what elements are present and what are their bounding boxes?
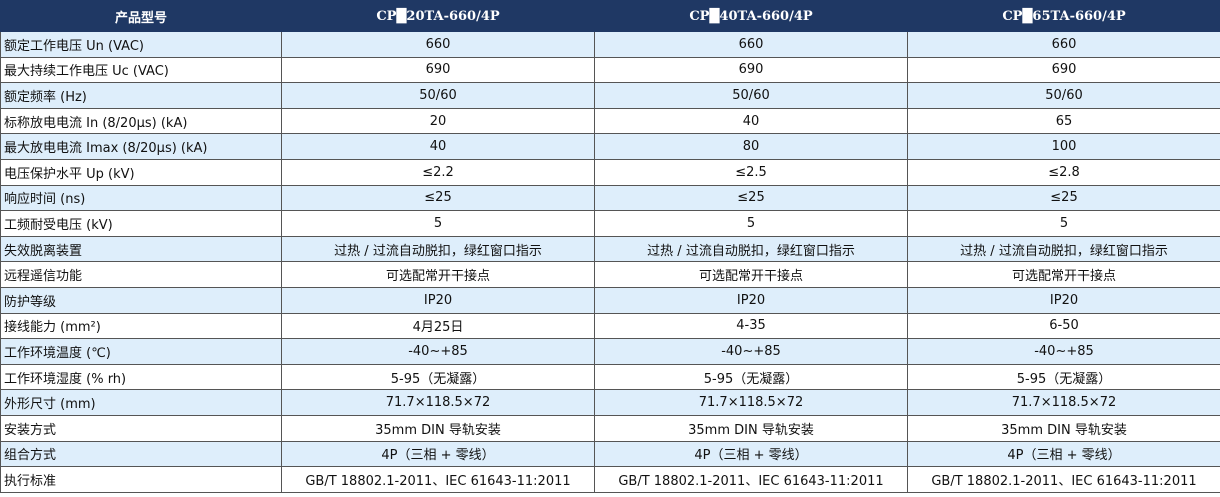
row-value: 6-50 [907, 312, 1220, 340]
row-value: 50/60 [281, 82, 595, 109]
row-value: 50/60 [594, 82, 908, 109]
row-value: 可选配常开干接点 [281, 261, 595, 288]
row-value: 50/60 [907, 82, 1220, 109]
table-row: 额定工作电压 Un (VAC) 660 660 660 [0, 31, 1220, 58]
row-value: 4P（三相 + 零线） [281, 440, 595, 468]
row-label: 失效脱离装置 [0, 235, 282, 263]
row-value: GB/T 18802.1-2011、IEC 61643-11:2011 [907, 466, 1220, 493]
row-value: 690 [281, 56, 595, 84]
row-value: 20 [281, 107, 595, 135]
table-row: 额定频率 (Hz) 50/60 50/60 50/60 [0, 82, 1220, 109]
row-value: 690 [594, 56, 908, 84]
row-value: 可选配常开干接点 [594, 261, 908, 288]
table-row: 工频耐受电压 (kV) 5 5 5 [0, 210, 1220, 237]
row-value: 35mm DIN 导轨安装 [594, 414, 908, 442]
table-row: 电压保护水平 Up (kV) ≤2.2 ≤2.5 ≤2.8 [0, 158, 1220, 186]
row-value: IP20 [594, 286, 908, 314]
table-row: 接线能力 (mm²) 4月25日 4-35 6-50 [0, 312, 1220, 340]
row-value: 5 [281, 210, 595, 237]
row-value: ≤2.2 [281, 158, 595, 186]
row-value: 71.7×118.5×72 [594, 389, 908, 416]
table-row: 外形尺寸 (mm) 71.7×118.5×72 71.7×118.5×72 71.7×… [0, 389, 1220, 416]
row-value: 100 [907, 133, 1220, 160]
row-value: ≤25 [594, 184, 908, 212]
table-row: 最大放电电流 Imax (8/20μs) (kA) 40 80 100 [0, 133, 1220, 160]
table-row: 工作环境温度 (℃) -40~+85 -40~+85 -40~+85 [0, 338, 1220, 365]
row-label: 工频耐受电压 (kV) [0, 210, 282, 237]
row-value: 5-95（无凝露） [594, 363, 908, 391]
row-label: 接线能力 (mm²) [0, 312, 282, 340]
row-label: 最大放电电流 Imax (8/20μs) (kA) [0, 133, 282, 160]
row-value: IP20 [281, 286, 595, 314]
row-value: GB/T 18802.1-2011、IEC 61643-11:2011 [594, 466, 908, 493]
row-value: 35mm DIN 导轨安装 [907, 414, 1220, 442]
row-value: 5-95（无凝露） [281, 363, 595, 391]
row-value: 71.7×118.5×72 [907, 389, 1220, 416]
row-value: 80 [594, 133, 908, 160]
row-label: 外形尺寸 (mm) [0, 389, 282, 416]
row-value: IP20 [907, 286, 1220, 314]
row-label: 标称放电电流 In (8/20μs) (kA) [0, 107, 282, 135]
row-value: 660 [594, 31, 908, 58]
row-label: 最大持续工作电压 Uc (VAC) [0, 56, 282, 84]
table-row: 组合方式 4P（三相 + 零线） 4P（三相 + 零线） 4P（三相 + 零线） [0, 440, 1220, 468]
table-row: 远程遥信功能 可选配常开干接点 可选配常开干接点 可选配常开干接点 [0, 261, 1220, 288]
row-value: -40~+85 [594, 338, 908, 365]
row-value: 过热 / 过流自动脱扣，绿红窗口指示 [907, 235, 1220, 263]
row-value: 40 [281, 133, 595, 160]
row-value: 40 [594, 107, 908, 135]
table-row: 防护等级 IP20 IP20 IP20 [0, 286, 1220, 314]
row-value: 4P（三相 + 零线） [907, 440, 1220, 468]
row-value: 过热 / 过流自动脱扣，绿红窗口指示 [594, 235, 908, 263]
row-value: -40~+85 [281, 338, 595, 365]
row-label: 执行标准 [0, 466, 282, 493]
table-row: 失效脱离装置 过热 / 过流自动脱扣，绿红窗口指示 过热 / 过流自动脱扣，绿红窗口… [0, 235, 1220, 263]
table-row: 工作环境湿度 (% rh) 5-95（无凝露） 5-95（无凝露） 5-95（无凝露） [0, 363, 1220, 391]
row-label: 安装方式 [0, 414, 282, 442]
table-row: 标称放电电流 In (8/20μs) (kA) 20 40 65 [0, 107, 1220, 135]
row-label: 防护等级 [0, 286, 282, 314]
header-model: CP█20TA-660/4P [281, 0, 595, 32]
row-value: 4-35 [594, 312, 908, 340]
table-row: 最大持续工作电压 Uc (VAC) 690 690 690 [0, 56, 1220, 84]
row-label: 电压保护水平 Up (kV) [0, 158, 282, 186]
row-value: 660 [281, 31, 595, 58]
header-title: 产品型号 [0, 0, 282, 32]
row-value: 690 [907, 56, 1220, 84]
header-model: CP█65TA-660/4P [907, 0, 1220, 32]
row-value: GB/T 18802.1-2011、IEC 61643-11:2011 [281, 466, 595, 493]
header-row: 产品型号 CP█20TA-660/4P CP█40TA-660/4P CP█65… [0, 0, 1220, 32]
table-row: 响应时间 (ns) ≤25 ≤25 ≤25 [0, 184, 1220, 212]
table-row: 执行标准 GB/T 18802.1-2011、IEC 61643-11:2011 G… [0, 466, 1220, 493]
header-model: CP█40TA-660/4P [594, 0, 908, 32]
row-value: 35mm DIN 导轨安装 [281, 414, 595, 442]
row-value: ≤25 [281, 184, 595, 212]
row-label: 组合方式 [0, 440, 282, 468]
row-value: 5-95（无凝露） [907, 363, 1220, 391]
spec-rows: 额定工作电压 Un (VAC) 660 660 660 最大持续工作电压 Uc (VAC… [0, 31, 1220, 493]
row-value: ≤2.5 [594, 158, 908, 186]
row-label: 工作环境湿度 (% rh) [0, 363, 282, 391]
row-label: 额定工作电压 Un (VAC) [0, 31, 282, 58]
table-row: 安装方式 35mm DIN 导轨安装 35mm DIN 导轨安装 35mm DIN 导… [0, 414, 1220, 442]
row-value: ≤25 [907, 184, 1220, 212]
row-value: 5 [594, 210, 908, 237]
row-label: 响应时间 (ns) [0, 184, 282, 212]
row-value: ≤2.8 [907, 158, 1220, 186]
row-value: 71.7×118.5×72 [281, 389, 595, 416]
row-value: 4月25日 [281, 312, 595, 340]
row-value: 660 [907, 31, 1220, 58]
row-label: 工作环境温度 (℃) [0, 338, 282, 365]
row-value: 可选配常开干接点 [907, 261, 1220, 288]
row-label: 额定频率 (Hz) [0, 82, 282, 109]
row-value: 4P（三相 + 零线） [594, 440, 908, 468]
row-value: 5 [907, 210, 1220, 237]
row-label: 远程遥信功能 [0, 261, 282, 288]
row-value: -40~+85 [907, 338, 1220, 365]
row-value: 过热 / 过流自动脱扣，绿红窗口指示 [281, 235, 595, 263]
row-value: 65 [907, 107, 1220, 135]
